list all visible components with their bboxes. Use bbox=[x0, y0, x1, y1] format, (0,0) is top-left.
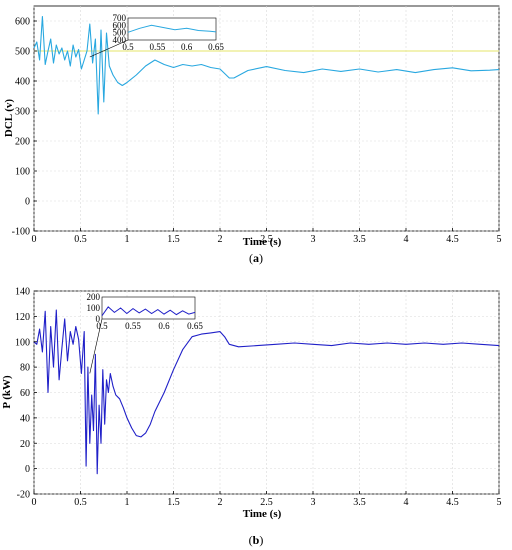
inset-x-tick-label: 0.55 bbox=[149, 42, 165, 52]
y-tick-label: -20 bbox=[17, 490, 30, 501]
panel-a-caption: (a) bbox=[249, 251, 263, 265]
panel-b-series bbox=[33, 309, 500, 475]
inset-frame bbox=[101, 296, 196, 320]
panel-a-chart: 0 0.5 1 1.5 2 2.5 3 3.5 4 4.5 5 -10001002003004005… bbox=[3, 5, 502, 265]
y-tick-label: 0 bbox=[25, 197, 30, 208]
y-tick-label: 40 bbox=[20, 413, 30, 424]
panel-b-caption-label: b bbox=[253, 533, 260, 547]
y-tick-label: 200 bbox=[15, 137, 30, 148]
inset-y-tick-label: 400 bbox=[113, 35, 127, 45]
x-tick-label: 1 bbox=[125, 234, 130, 245]
x-tick-label: 4 bbox=[404, 234, 409, 245]
y-tick-label: 500 bbox=[15, 47, 30, 58]
x-tick-label: 4 bbox=[404, 497, 409, 508]
y-tick-label: 120 bbox=[15, 312, 30, 323]
inset-pointer bbox=[89, 318, 103, 374]
series-line bbox=[33, 309, 500, 475]
x-tick-label: 0 bbox=[32, 234, 37, 245]
inset-x-tick-label: 0.5 bbox=[96, 321, 108, 331]
panel-a-y-ticks: -100 0 100 200 300 400 500 600 bbox=[12, 17, 37, 238]
inset-series-line bbox=[127, 24, 217, 33]
x-tick-label: 0 bbox=[32, 497, 37, 508]
x-tick-label: 0.5 bbox=[74, 497, 87, 508]
y-tick-label: 60 bbox=[20, 388, 30, 399]
panel-a-xlabel: Time (s) bbox=[243, 236, 282, 248]
series-line bbox=[33, 15, 500, 115]
panel-b-chart: 0 0.5 1 1.5 2 2.5 3 3.5 4 4.5 5 -20020406080100120… bbox=[1, 287, 502, 548]
inset-y-tick-label: 200 bbox=[87, 292, 101, 302]
inset-x-tick-label: 0.55 bbox=[125, 321, 141, 331]
x-tick-label: 3 bbox=[311, 234, 316, 245]
inset-y-tick-label: 500 bbox=[113, 28, 127, 38]
y-tick-label: 400 bbox=[15, 77, 30, 88]
x-tick-label: 2 bbox=[218, 497, 223, 508]
panel-b-xlabel: Time (s) bbox=[243, 508, 282, 520]
panel-a-x-ticks: 0 0.5 1 1.5 2 2.5 3 3.5 4 4.5 5 bbox=[32, 228, 502, 245]
x-tick-label: 3 bbox=[311, 497, 316, 508]
panel-a-ylabel: DCL (v) bbox=[3, 99, 15, 138]
x-tick-label: 4.5 bbox=[446, 497, 459, 508]
inset-x-tick-label: 0.6 bbox=[181, 42, 193, 52]
x-tick-label: 2.5 bbox=[260, 497, 273, 508]
y-tick-label: 20 bbox=[20, 439, 30, 450]
panel-b-y-ticks: -20 0 20 40 60 80 100 120 140 bbox=[15, 287, 37, 501]
x-tick-label: 1.5 bbox=[167, 234, 180, 245]
panel-b-x-ticks: 0 0.5 1 1.5 2 2.5 3 3.5 4 4.5 5 bbox=[32, 491, 502, 508]
inset-y-tick-label: 100 bbox=[87, 303, 101, 313]
panel-a-caption-label: a bbox=[253, 251, 259, 265]
inset-x-tick-label: 0.5 bbox=[122, 42, 134, 52]
y-tick-label: 600 bbox=[15, 17, 30, 28]
x-tick-label: 2 bbox=[218, 234, 223, 245]
x-tick-label: 3.5 bbox=[353, 497, 366, 508]
y-tick-label: 100 bbox=[15, 337, 30, 348]
inset-pointer bbox=[89, 39, 129, 58]
x-tick-label: 0.5 bbox=[74, 234, 87, 245]
inset-series-line bbox=[101, 306, 196, 316]
y-tick-label: -100 bbox=[12, 227, 30, 238]
inset-x-tick-label: 0.65 bbox=[187, 321, 203, 331]
x-tick-label: 5 bbox=[497, 497, 502, 508]
x-tick-label: 3.5 bbox=[353, 234, 366, 245]
x-tick-label: 1.5 bbox=[167, 497, 180, 508]
inset-y-tick-label: 700 bbox=[113, 13, 127, 23]
y-tick-label: 0 bbox=[25, 464, 30, 475]
inset-y-tick-label: 0 bbox=[96, 314, 101, 324]
y-tick-label: 80 bbox=[20, 363, 30, 374]
inset-x-tick-label: 0.65 bbox=[208, 42, 224, 52]
inset-x-tick-label: 0.6 bbox=[158, 321, 170, 331]
x-tick-label: 2.5 bbox=[260, 234, 273, 245]
x-tick-label: 5 bbox=[497, 234, 502, 245]
panel-b-ylabel: P (kW) bbox=[1, 375, 13, 409]
x-tick-label: 1 bbox=[125, 497, 130, 508]
panel-b-grid bbox=[33, 290, 500, 495]
inset-y-tick-label: 600 bbox=[113, 20, 127, 30]
panel-a-grid bbox=[33, 6, 500, 232]
y-tick-label: 300 bbox=[15, 107, 30, 118]
y-tick-label: 100 bbox=[15, 167, 30, 178]
x-tick-label: 4.5 bbox=[446, 234, 459, 245]
panel-b-caption: (b) bbox=[249, 533, 264, 547]
y-tick-label: 140 bbox=[15, 287, 30, 298]
panel-a-series bbox=[33, 15, 500, 115]
